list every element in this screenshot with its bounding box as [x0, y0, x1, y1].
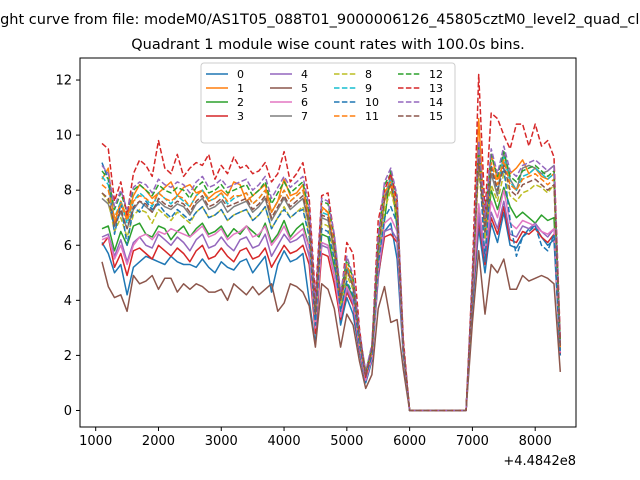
series-line-4: [101, 200, 562, 412]
y-tick-label: 12: [55, 74, 72, 89]
series-line-5: [101, 250, 562, 412]
x-tick-label: 3000: [205, 434, 238, 449]
x-offset-label: +4.4842e8: [503, 454, 576, 469]
y-tick-label: 8: [64, 184, 72, 199]
legend-label-13: 13: [429, 82, 443, 95]
legend-label-2: 2: [237, 96, 244, 109]
series-line-9: [101, 156, 562, 412]
chart-title: Quadrant 1 module wise count rates with …: [131, 37, 525, 53]
legend-label-8: 8: [365, 68, 372, 81]
y-tick-label: 0: [64, 404, 72, 419]
series-line-8: [101, 167, 562, 412]
y-axis: 0 2 4 6 8 10 12: [55, 74, 80, 419]
plot-frame: [79, 57, 577, 428]
legend-label-15: 15: [429, 110, 443, 123]
x-tick-label: 6000: [393, 434, 426, 449]
x-tick-label: 2000: [142, 434, 175, 449]
x-tick-label: 5000: [330, 434, 363, 449]
series-line-6: [101, 189, 562, 412]
x-axis: 1000 2000 3000 4000 5000 6000 7000 8000: [79, 427, 552, 449]
series-line-2: [101, 170, 562, 412]
legend-box: [200, 62, 456, 144]
legend-label-3: 3: [237, 110, 244, 123]
legend-label-14: 14: [429, 96, 443, 109]
x-tick-label: 8000: [519, 434, 552, 449]
legend-label-1: 1: [237, 82, 244, 95]
legend-label-12: 12: [429, 68, 443, 81]
x-tick-label: 1000: [79, 434, 112, 449]
series-line-1: [101, 117, 562, 412]
legend-label-7: 7: [301, 110, 308, 123]
legend-label-9: 9: [365, 82, 372, 95]
legend-label-11: 11: [365, 110, 379, 123]
series-line-3: [101, 205, 562, 412]
legend-label-4: 4: [301, 68, 308, 81]
legend-label-6: 6: [301, 96, 308, 109]
x-tick-label: 7000: [456, 434, 489, 449]
y-tick-label: 4: [64, 294, 72, 309]
legend-label-0: 0: [237, 68, 244, 81]
x-tick-label: 4000: [268, 434, 301, 449]
legend-label-5: 5: [301, 82, 308, 95]
series-line-13: [101, 73, 562, 412]
series-line-15: [101, 159, 562, 412]
series-line-11: [101, 153, 562, 412]
series-line-14: [101, 139, 562, 412]
y-tick-label: 10: [55, 129, 72, 144]
figure-suptitle: Light curve from file: modeM0/AS1T05_088…: [0, 12, 640, 28]
series-lines: [101, 73, 562, 412]
y-tick-label: 6: [64, 239, 72, 254]
series-line-0: [101, 211, 562, 412]
legend-label-10: 10: [365, 96, 379, 109]
y-tick-label: 2: [64, 349, 72, 364]
series-line-12: [101, 145, 562, 412]
